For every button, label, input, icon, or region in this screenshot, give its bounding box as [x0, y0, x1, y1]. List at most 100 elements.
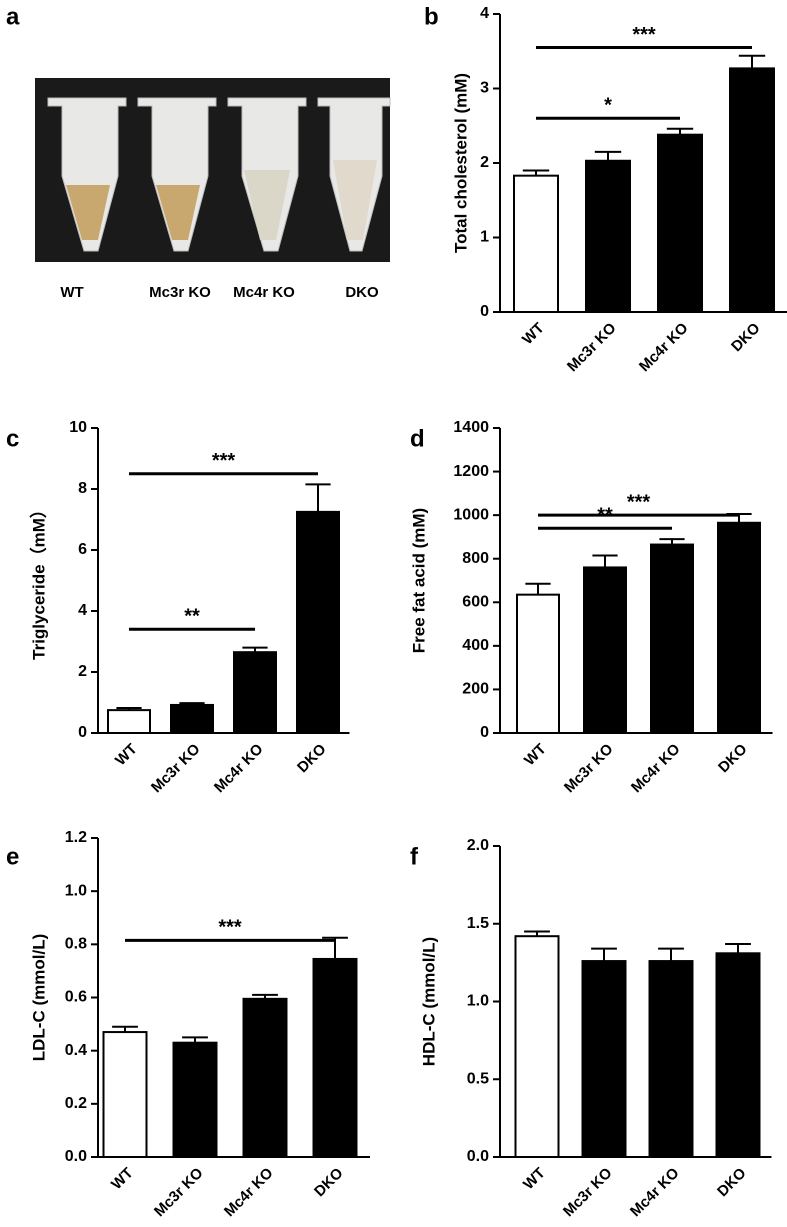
- bar: [585, 159, 631, 313]
- y-tick-label: 0.0: [467, 1148, 489, 1165]
- bar: [516, 593, 560, 734]
- photo-label: WT: [60, 284, 83, 301]
- y-tick-label: 0.0: [65, 1148, 87, 1165]
- x-tick-label: WT: [521, 741, 550, 770]
- photo-label: Mc4r KO: [233, 284, 295, 301]
- significance-label: ***: [627, 491, 651, 513]
- photo: [35, 78, 391, 262]
- y-tick-label: 1200: [453, 463, 489, 480]
- x-tick-label: Mc3r KO: [561, 740, 617, 796]
- x-tick-label: DKO: [728, 319, 764, 355]
- x-tick-label: WT: [520, 1165, 549, 1194]
- significance-label: ***: [632, 24, 656, 46]
- bar: [107, 709, 151, 734]
- bar: [312, 957, 358, 1158]
- x-tick-label: Mc3r KO: [151, 1164, 207, 1220]
- bar: [657, 133, 703, 313]
- x-tick-label: Mc4r KO: [221, 1164, 277, 1220]
- significance-label: **: [597, 504, 613, 526]
- y-tick-label: 600: [462, 594, 489, 611]
- y-axis-label: LDL-C (mmol/L): [29, 934, 48, 1061]
- panel-label: b: [424, 3, 439, 30]
- significance-label: ***: [212, 450, 236, 472]
- chart-panel: c Triglyceride（mM） 0 2 4 6 8 10 WT Mc3r KO Mc4r KO…: [6, 419, 350, 796]
- chart-panel: f HDL-C (mmol/L) 0.0 0.5 1.0 1.5 2.0 WT Mc3r KO M…: [410, 837, 772, 1220]
- y-tick-label: 1000: [453, 506, 489, 523]
- bar: [583, 566, 627, 735]
- x-tick-label: Mc3r KO: [564, 319, 620, 375]
- significance-label: **: [184, 606, 200, 628]
- y-tick-label: 200: [462, 681, 489, 698]
- y-axis-label: Total cholesterol (mM): [451, 73, 470, 253]
- bar: [581, 960, 627, 1158]
- bar: [648, 960, 694, 1158]
- panel-label: c: [6, 425, 19, 452]
- photo-label: Mc3r KO: [149, 284, 211, 301]
- bar: [170, 703, 214, 735]
- bar: [102, 1031, 148, 1159]
- x-tick-label: DKO: [715, 740, 751, 776]
- y-tick-label: 8: [78, 480, 87, 497]
- x-tick-label: WT: [108, 1165, 137, 1194]
- bar: [513, 174, 559, 313]
- y-axis-label: HDL-C (mmol/L): [419, 937, 438, 1066]
- y-tick-label: 1.2: [65, 829, 87, 846]
- bar: [296, 510, 340, 734]
- y-tick-label: 0.5: [467, 1070, 489, 1087]
- y-tick-label: 6: [78, 541, 87, 558]
- chart-panel: e LDL-C (mmol/L) 0.0 0.2 0.4 0.6 0.8 1.0 1.2 WT Mc…: [6, 829, 370, 1220]
- y-tick-label: 10: [69, 419, 87, 436]
- y-tick-label: 1400: [453, 419, 489, 436]
- photo-label: DKO: [345, 284, 379, 301]
- y-tick-label: 2: [480, 154, 489, 171]
- y-tick-label: 0.6: [65, 989, 87, 1006]
- y-tick-label: 0.2: [65, 1095, 87, 1112]
- x-tick-label: Mc4r KO: [636, 319, 692, 375]
- y-axis-label: Free fat acid (mM): [409, 508, 428, 653]
- y-tick-label: 1.0: [65, 882, 87, 899]
- panel-label: d: [410, 425, 425, 452]
- bar: [650, 543, 694, 735]
- y-tick-label: 4: [78, 602, 87, 619]
- y-tick-label: 1.0: [467, 993, 489, 1010]
- x-tick-label: Mc4r KO: [627, 1164, 683, 1220]
- y-axis-label: Triglyceride（mM）: [28, 501, 48, 660]
- bar: [514, 935, 560, 1158]
- y-tick-label: 2: [78, 663, 87, 680]
- significance-label: ***: [218, 917, 242, 939]
- y-tick-label: 2.0: [467, 837, 489, 854]
- x-tick-label: Mc3r KO: [560, 1164, 616, 1220]
- y-tick-label: 0: [480, 724, 489, 741]
- y-tick-label: 4: [480, 5, 489, 22]
- panel-label: a: [6, 3, 20, 30]
- y-tick-label: 3: [480, 80, 489, 97]
- y-tick-label: 1.5: [467, 915, 489, 932]
- x-tick-label: DKO: [311, 1164, 347, 1200]
- x-tick-label: Mc4r KO: [628, 740, 684, 796]
- x-tick-label: DKO: [714, 1164, 750, 1200]
- chart-panel: b Total cholesterol (mM) 0 1 2 3 4 WT Mc3r KO Mc4…: [424, 3, 787, 375]
- y-tick-label: 400: [462, 637, 489, 654]
- bar: [233, 651, 277, 734]
- bar: [715, 952, 761, 1158]
- bar: [172, 1041, 218, 1158]
- panel-label: e: [6, 843, 19, 870]
- y-tick-label: 800: [462, 550, 489, 567]
- x-tick-label: Mc3r KO: [148, 740, 204, 796]
- x-tick-label: WT: [112, 741, 141, 770]
- bar: [717, 521, 761, 735]
- y-tick-label: 0: [78, 724, 87, 741]
- y-tick-label: 0: [480, 303, 489, 320]
- bar: [242, 997, 288, 1158]
- panel-label: f: [410, 843, 419, 870]
- y-tick-label: 0.4: [65, 1042, 87, 1059]
- chart-panel: d Free fat acid (mM) 0 200 400 600 800 1000 1200…: [409, 419, 773, 796]
- x-tick-label: DKO: [294, 740, 330, 776]
- bar: [729, 67, 775, 314]
- y-tick-label: 1: [480, 229, 489, 246]
- y-tick-label: 0.8: [65, 936, 87, 953]
- x-tick-label: WT: [519, 320, 548, 349]
- x-tick-label: Mc4r KO: [211, 740, 267, 796]
- significance-label: *: [604, 95, 612, 117]
